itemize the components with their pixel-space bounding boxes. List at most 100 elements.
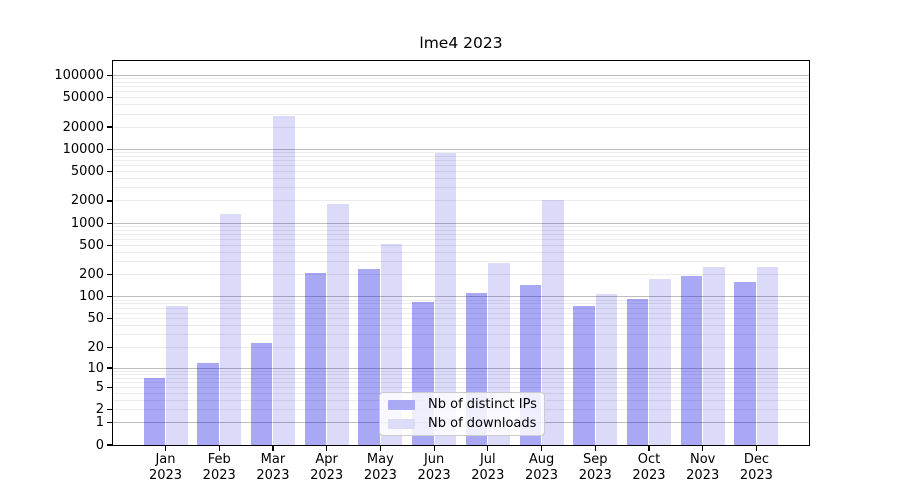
plot-area <box>112 60 810 446</box>
x-tick <box>594 446 596 451</box>
x-tick <box>702 446 704 451</box>
minor-gridline <box>113 303 809 305</box>
y-tick-label: 20 <box>87 339 104 355</box>
y-tick <box>107 126 112 128</box>
y-tick-label: 5 <box>95 379 104 395</box>
bar-ips-jan <box>143 378 165 445</box>
x-tick-month: Jul <box>479 452 496 467</box>
minor-gridline <box>113 234 809 236</box>
bar-downloads-nov <box>703 267 725 445</box>
x-tick-year: 2023 <box>686 468 720 483</box>
minor-gridline <box>113 373 809 375</box>
minor-gridline <box>113 126 809 128</box>
y-tick-label: 5000 <box>70 164 104 180</box>
x-tick <box>487 446 489 451</box>
y-tick <box>107 318 112 320</box>
y-tick <box>107 97 112 99</box>
x-tick <box>326 446 328 451</box>
x-tick-month: Apr <box>315 452 338 467</box>
y-tick <box>107 244 112 247</box>
bar-ips-feb <box>197 362 219 445</box>
bar-downloads-sep <box>595 294 618 445</box>
x-tick-month: Nov <box>690 452 716 467</box>
bar-ips-mar <box>250 343 273 445</box>
x-tick-label: Apr 2023 <box>295 452 359 484</box>
y-tick <box>107 274 112 276</box>
legend-label-distinct-ips: Nb of distinct IPs <box>428 397 537 412</box>
y-tick-label: 2 <box>95 402 104 418</box>
x-tick-label: Jul 2023 <box>456 452 520 484</box>
bar-downloads-jun <box>434 153 457 445</box>
bar-downloads-mar <box>273 116 295 445</box>
y-tick <box>107 200 112 202</box>
x-tick-month: Sep <box>582 452 608 467</box>
x-tick <box>648 446 650 451</box>
x-tick <box>379 446 381 451</box>
minor-gridline <box>113 160 809 162</box>
x-tick <box>433 446 435 451</box>
y-tick-label: 50 <box>87 311 104 327</box>
minor-gridline <box>113 229 809 231</box>
minor-gridline <box>113 244 809 246</box>
y-tick <box>107 170 112 173</box>
legend-swatch-distinct-ips <box>388 399 415 410</box>
x-tick-month: Oct <box>637 452 661 467</box>
x-tick <box>164 446 167 451</box>
x-tick-label: Dec 2023 <box>724 452 788 484</box>
legend-label-downloads: Nb of downloads <box>428 416 537 431</box>
minor-gridline <box>113 91 809 93</box>
x-tick-month: May <box>366 452 394 467</box>
minor-gridline <box>113 226 809 228</box>
minor-gridline <box>113 200 809 202</box>
bar-ips-oct <box>626 299 649 445</box>
x-tick-year: 2023 <box>578 468 612 483</box>
major-gridline <box>113 222 809 224</box>
legend-swatch-downloads <box>388 418 415 429</box>
minor-gridline <box>113 165 809 167</box>
major-gridline <box>113 296 809 298</box>
major-gridline <box>113 74 809 76</box>
bar-ips-apr <box>304 272 327 445</box>
minor-gridline <box>113 299 809 301</box>
major-gridline <box>113 367 809 369</box>
y-tick <box>107 409 112 411</box>
x-tick-month: Jun <box>423 452 445 467</box>
x-tick-year: 2023 <box>471 468 505 483</box>
minor-gridline <box>113 86 809 88</box>
bar-ips-may <box>358 268 380 445</box>
y-tick <box>107 346 112 348</box>
x-tick-year: 2023 <box>417 468 451 483</box>
x-tick-year: 2023 <box>148 468 183 483</box>
y-tick-label: 10 <box>87 360 104 376</box>
y-tick <box>107 386 112 389</box>
bar-downloads-oct <box>649 279 671 445</box>
y-tick-label: 1000 <box>70 215 104 231</box>
y-tick-label: 10000 <box>62 141 104 157</box>
y-tick <box>107 148 112 150</box>
y-tick-label: 100000 <box>54 67 104 83</box>
x-tick-label: Feb 2023 <box>187 452 251 484</box>
x-tick-label: Sep 2023 <box>563 452 627 484</box>
minor-gridline <box>113 318 809 320</box>
x-tick-year: 2023 <box>739 468 773 483</box>
minor-gridline <box>113 82 809 84</box>
bar-ips-dec <box>734 282 756 445</box>
y-tick <box>107 422 112 424</box>
bar-downloads-jan <box>166 305 188 445</box>
minor-gridline <box>113 156 809 157</box>
minor-gridline <box>113 307 809 309</box>
x-tick-year: 2023 <box>632 468 666 483</box>
chart-title: lme4 2023 <box>419 34 503 52</box>
bar-downloads-apr <box>327 204 349 445</box>
x-tick-label: May 2023 <box>348 452 412 484</box>
y-tick-label: 20000 <box>62 119 104 135</box>
x-tick-label: Mar 2023 <box>241 452 305 484</box>
y-tick <box>107 367 112 369</box>
minor-gridline <box>113 377 809 379</box>
y-tick-label: 0 <box>95 437 104 453</box>
legend: Nb of distinct IPs Nb of downloads <box>379 392 545 436</box>
minor-gridline <box>113 187 809 189</box>
x-tick <box>755 446 757 451</box>
minor-gridline <box>113 325 809 327</box>
x-tick-year: 2023 <box>310 468 344 483</box>
